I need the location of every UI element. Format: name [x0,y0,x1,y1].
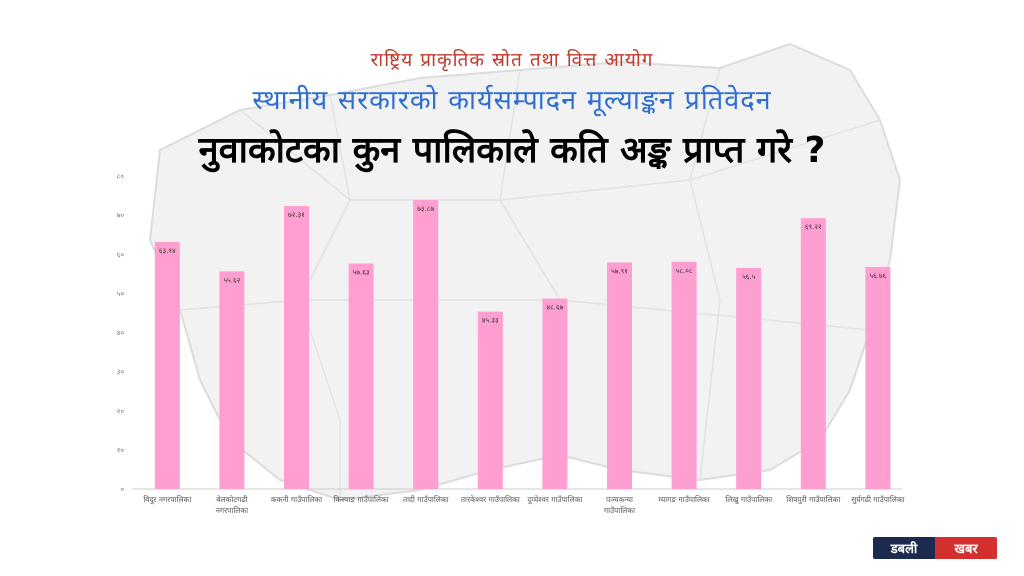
category-label: शिवपुरी गाउँपालिका [786,495,841,505]
category-label: तादी गाउँपालिका [403,495,450,504]
bar [736,267,762,489]
y-tick-label: ० [120,486,124,494]
bar [607,262,632,489]
category-label: सुर्यगढी गाउँपालिका [851,495,905,505]
y-tick-label: ६० [117,251,125,259]
bar [154,241,180,489]
bar [542,298,568,489]
y-tick-label: ३० [117,368,125,376]
bar [477,311,503,489]
bar [284,206,309,489]
logo-part-2: खबर [935,537,997,559]
category-label: पञ्चकन्या [606,495,634,504]
bar-value-label: ५६.५ [742,273,756,281]
category-label: म्यागङ गाउँपालिका [658,495,710,504]
bar-value-label: ७३.८७ [417,205,434,213]
category-label: गाउँपालिका [604,506,636,515]
bar-value-label: ५५.६२ [224,276,241,284]
org-title: राष्ट्रिय प्राकृतिक स्रोत तथा वित्त आयोग [370,49,654,71]
category-label: बेलकोटगढी [216,495,248,504]
bar [413,199,439,489]
bar-value-label: ५६.७६ [870,272,887,280]
y-tick-label: २० [117,407,125,415]
report-title: स्थानीय सरकारको कार्यसम्पादन मूल्याङ्कन … [252,85,772,116]
bar-value-label: ५७.६३ [353,269,370,277]
category-label: ककनी गाउँपालिका [271,495,323,504]
y-tick-label: १० [117,446,125,454]
category-label: विदुर नगरपालिका [143,495,192,505]
dabali-khabar-logo: डबली खबर [873,537,997,559]
category-label: किस्पाङ गाउँपालिका [333,495,389,504]
category-label: दुप्चेश्वर गाउँपालिका [527,495,583,505]
bar [800,218,826,489]
bar-value-label: ६३.१४ [159,247,176,255]
category-labels: विदुर नगरपालिका बेलकोटगढी नगरपालिका ककनी गा… [143,495,905,515]
bar-value-label: ४८.६७ [547,304,564,312]
bar [348,263,374,489]
category-label: लिखु गाउँपालिका [725,495,773,505]
bar-value-label: ७२.३१ [288,211,305,219]
category-label: तारकेश्वर गाउँपालिका [461,495,521,504]
y-tick-labels: ० १० २० ३० ४० ५० ६० ७० ८० [117,173,125,494]
y-tick-label: ८० [117,173,125,181]
y-tick-label: ४० [117,329,125,337]
bar [671,261,697,489]
bar [219,271,245,489]
y-tick-label: ७० [117,212,125,220]
logo-part-1: डबली [873,537,935,559]
bar-value-label: ४५.३३ [482,317,499,325]
category-label: नगरपालिका [216,506,249,515]
bar-value-label: ६९.२२ [805,223,822,231]
chart-title: नुवाकोटका कुन पालिकाले कति अङ्क प्राप्त … [198,130,826,171]
bars [154,199,891,489]
bar-value-label: ५७.९१ [611,267,628,275]
bar-value-label: ५८.०८ [676,267,693,275]
value-labels: ६३.१४ ५५.६२ ७२.३१ ५७.६३ ७३.८७ ४५.३३ ४८.६७ ५७.९१… [159,205,887,325]
y-tick-label: ५० [117,290,125,298]
bar [865,266,891,489]
